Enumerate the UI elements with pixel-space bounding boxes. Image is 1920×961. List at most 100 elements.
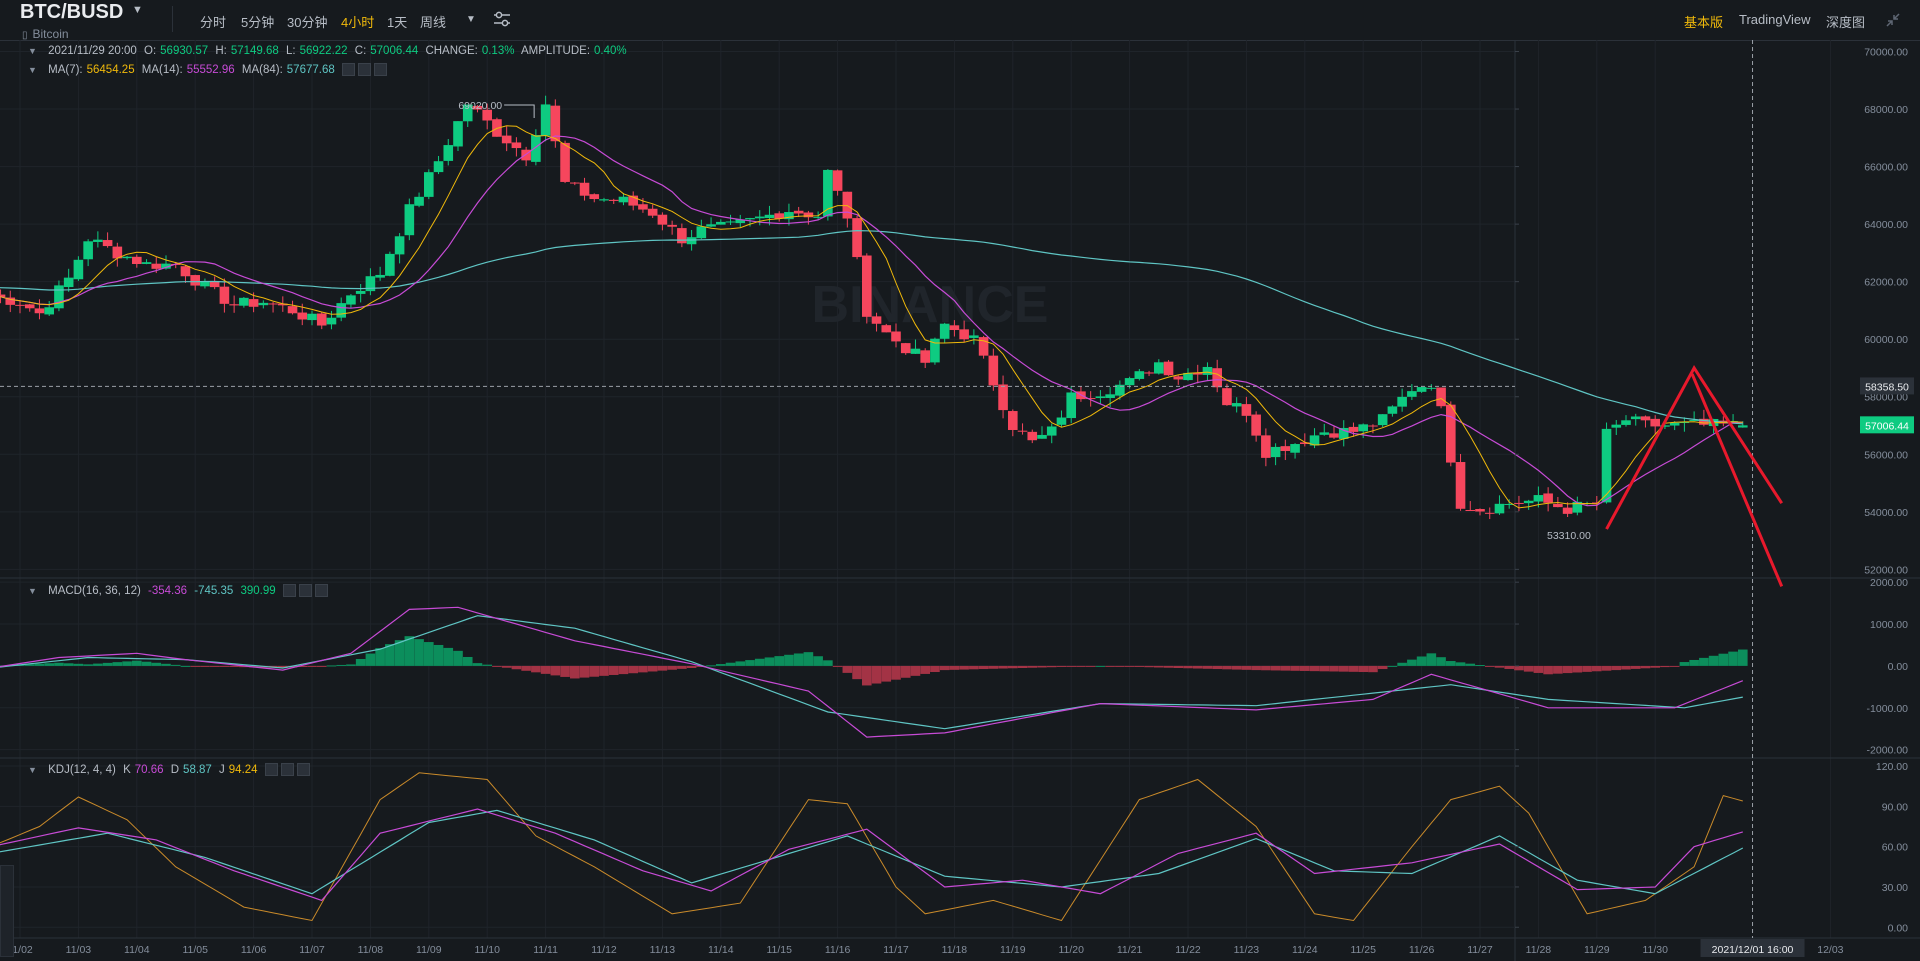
time-tick-label: 11/23 bbox=[1234, 944, 1260, 956]
kdj-k-line bbox=[0, 808, 1743, 902]
macd-histogram-bar bbox=[657, 665, 668, 671]
ma-visibility-icon[interactable] bbox=[341, 63, 355, 76]
macd-histogram-bar bbox=[1008, 665, 1018, 669]
candle bbox=[1329, 433, 1339, 438]
candle bbox=[307, 313, 317, 321]
macd-histogram-bar bbox=[871, 665, 882, 684]
side-scroll-handle[interactable] bbox=[0, 865, 14, 957]
candle bbox=[774, 213, 784, 219]
macd-histogram-bar bbox=[1484, 665, 1495, 667]
macd-histogram-bar bbox=[764, 657, 775, 666]
collapse-ma-icon[interactable]: ▼ bbox=[28, 64, 37, 75]
kdj-close-icon[interactable] bbox=[296, 763, 310, 776]
high-label: H: bbox=[215, 45, 227, 57]
macd-close-icon[interactable] bbox=[314, 584, 328, 597]
candle bbox=[1621, 420, 1631, 425]
macd-visibility-icon[interactable] bbox=[282, 584, 296, 597]
macd-settings-icon[interactable] bbox=[298, 584, 312, 597]
depth-chart-link[interactable]: 深度图 bbox=[1826, 15, 1866, 30]
candle bbox=[15, 304, 25, 306]
candle bbox=[813, 216, 823, 218]
candle bbox=[482, 109, 492, 121]
time-tick-label: 11/12 bbox=[591, 944, 617, 956]
candle bbox=[1611, 424, 1622, 428]
candle bbox=[1416, 387, 1427, 392]
candle bbox=[871, 316, 882, 324]
macd-histogram-bar bbox=[1397, 662, 1407, 666]
macd-histogram-bar bbox=[229, 665, 239, 667]
collapse-macd-icon[interactable]: ▼ bbox=[28, 585, 37, 596]
macd-dif-line bbox=[0, 606, 1744, 738]
kdj-visibility-icon[interactable] bbox=[264, 763, 278, 776]
candle bbox=[365, 276, 376, 292]
fullscreen-icon[interactable] bbox=[1884, 11, 1902, 29]
price-tick-label: 60000.00 bbox=[1864, 334, 1908, 346]
interval-tab-1d[interactable]: 1天 bbox=[387, 15, 408, 30]
change-label: CHANGE: bbox=[425, 45, 478, 57]
candle bbox=[375, 274, 385, 278]
macd-label: MACD(16, 36, 12) bbox=[48, 584, 141, 597]
grid: BINANCE bbox=[0, 40, 1920, 961]
candle bbox=[1212, 368, 1222, 388]
candle bbox=[1572, 501, 1583, 513]
interval-tab-30m[interactable]: 30分钟 bbox=[287, 15, 328, 30]
macd-histogram-bar bbox=[1368, 665, 1378, 673]
high-value: 57149.68 bbox=[230, 45, 279, 57]
price-tick-label: 64000.00 bbox=[1864, 219, 1908, 231]
candle bbox=[1017, 430, 1028, 432]
candle bbox=[1650, 418, 1660, 427]
time-tick-label: 11/05 bbox=[182, 944, 208, 956]
symbol-title[interactable]: BTC/BUSD bbox=[20, 1, 124, 23]
candle bbox=[686, 237, 697, 245]
low-label: L: bbox=[286, 45, 296, 57]
macd-histogram-bar bbox=[112, 662, 123, 666]
candle bbox=[1446, 404, 1456, 463]
candle bbox=[1309, 435, 1320, 446]
macd-histogram-bar bbox=[803, 652, 814, 666]
candle bbox=[930, 338, 940, 363]
candle bbox=[112, 246, 123, 259]
macd-histogram-bar bbox=[73, 663, 84, 666]
macd-histogram-bar bbox=[813, 656, 823, 666]
macd-histogram-bar bbox=[969, 665, 979, 670]
candle bbox=[1426, 387, 1437, 389]
low-value: 56922.22 bbox=[299, 45, 348, 57]
indicator-settings-icon[interactable] bbox=[492, 10, 512, 28]
time-tick-label: 11/06 bbox=[241, 944, 267, 956]
ma-settings-icon[interactable] bbox=[357, 63, 371, 76]
collapse-kdj-icon[interactable]: ▼ bbox=[28, 764, 37, 775]
macd-histogram-bar bbox=[141, 661, 152, 666]
high-marker bbox=[504, 104, 535, 118]
ma-close-icon[interactable] bbox=[373, 63, 387, 76]
macd-histogram-bar bbox=[686, 665, 697, 668]
interval-tab-5m[interactable]: 5分钟 bbox=[241, 15, 275, 30]
close-label: C: bbox=[354, 45, 367, 57]
macd-histogram-bar bbox=[1630, 665, 1641, 669]
basic-view-link[interactable]: 基本版 bbox=[1684, 15, 1724, 30]
kdj-settings-icon[interactable] bbox=[280, 763, 294, 776]
candle bbox=[1192, 372, 1203, 375]
chevron-down-icon[interactable]: ▼ bbox=[132, 4, 143, 16]
more-intervals-chevron-icon[interactable]: ▼ bbox=[466, 14, 476, 25]
candle bbox=[1592, 502, 1602, 504]
candle bbox=[1738, 425, 1748, 428]
collapse-legend-icon[interactable]: ▼ bbox=[28, 46, 37, 56]
crosshair-time-label-bg bbox=[1700, 939, 1805, 957]
macd-histogram-bar bbox=[1640, 665, 1651, 669]
tradingview-link[interactable]: TradingView bbox=[1739, 12, 1811, 27]
time-tick-label: 11/20 bbox=[1058, 944, 1084, 956]
candle bbox=[355, 290, 366, 294]
candle bbox=[1037, 434, 1047, 439]
candle bbox=[44, 307, 54, 315]
candle bbox=[1543, 493, 1553, 503]
candle bbox=[5, 297, 16, 305]
interval-tab-time[interactable]: 分时 bbox=[200, 15, 227, 30]
interval-tab-week[interactable]: 周线 bbox=[420, 15, 447, 30]
price-tick-label: 70000.00 bbox=[1864, 47, 1908, 59]
price-tick-label: 54000.00 bbox=[1864, 507, 1908, 519]
candle bbox=[677, 228, 687, 244]
macd-histogram-bar bbox=[132, 660, 142, 666]
candle bbox=[959, 329, 969, 340]
interval-tab-4h[interactable]: 4小时 bbox=[341, 15, 375, 30]
